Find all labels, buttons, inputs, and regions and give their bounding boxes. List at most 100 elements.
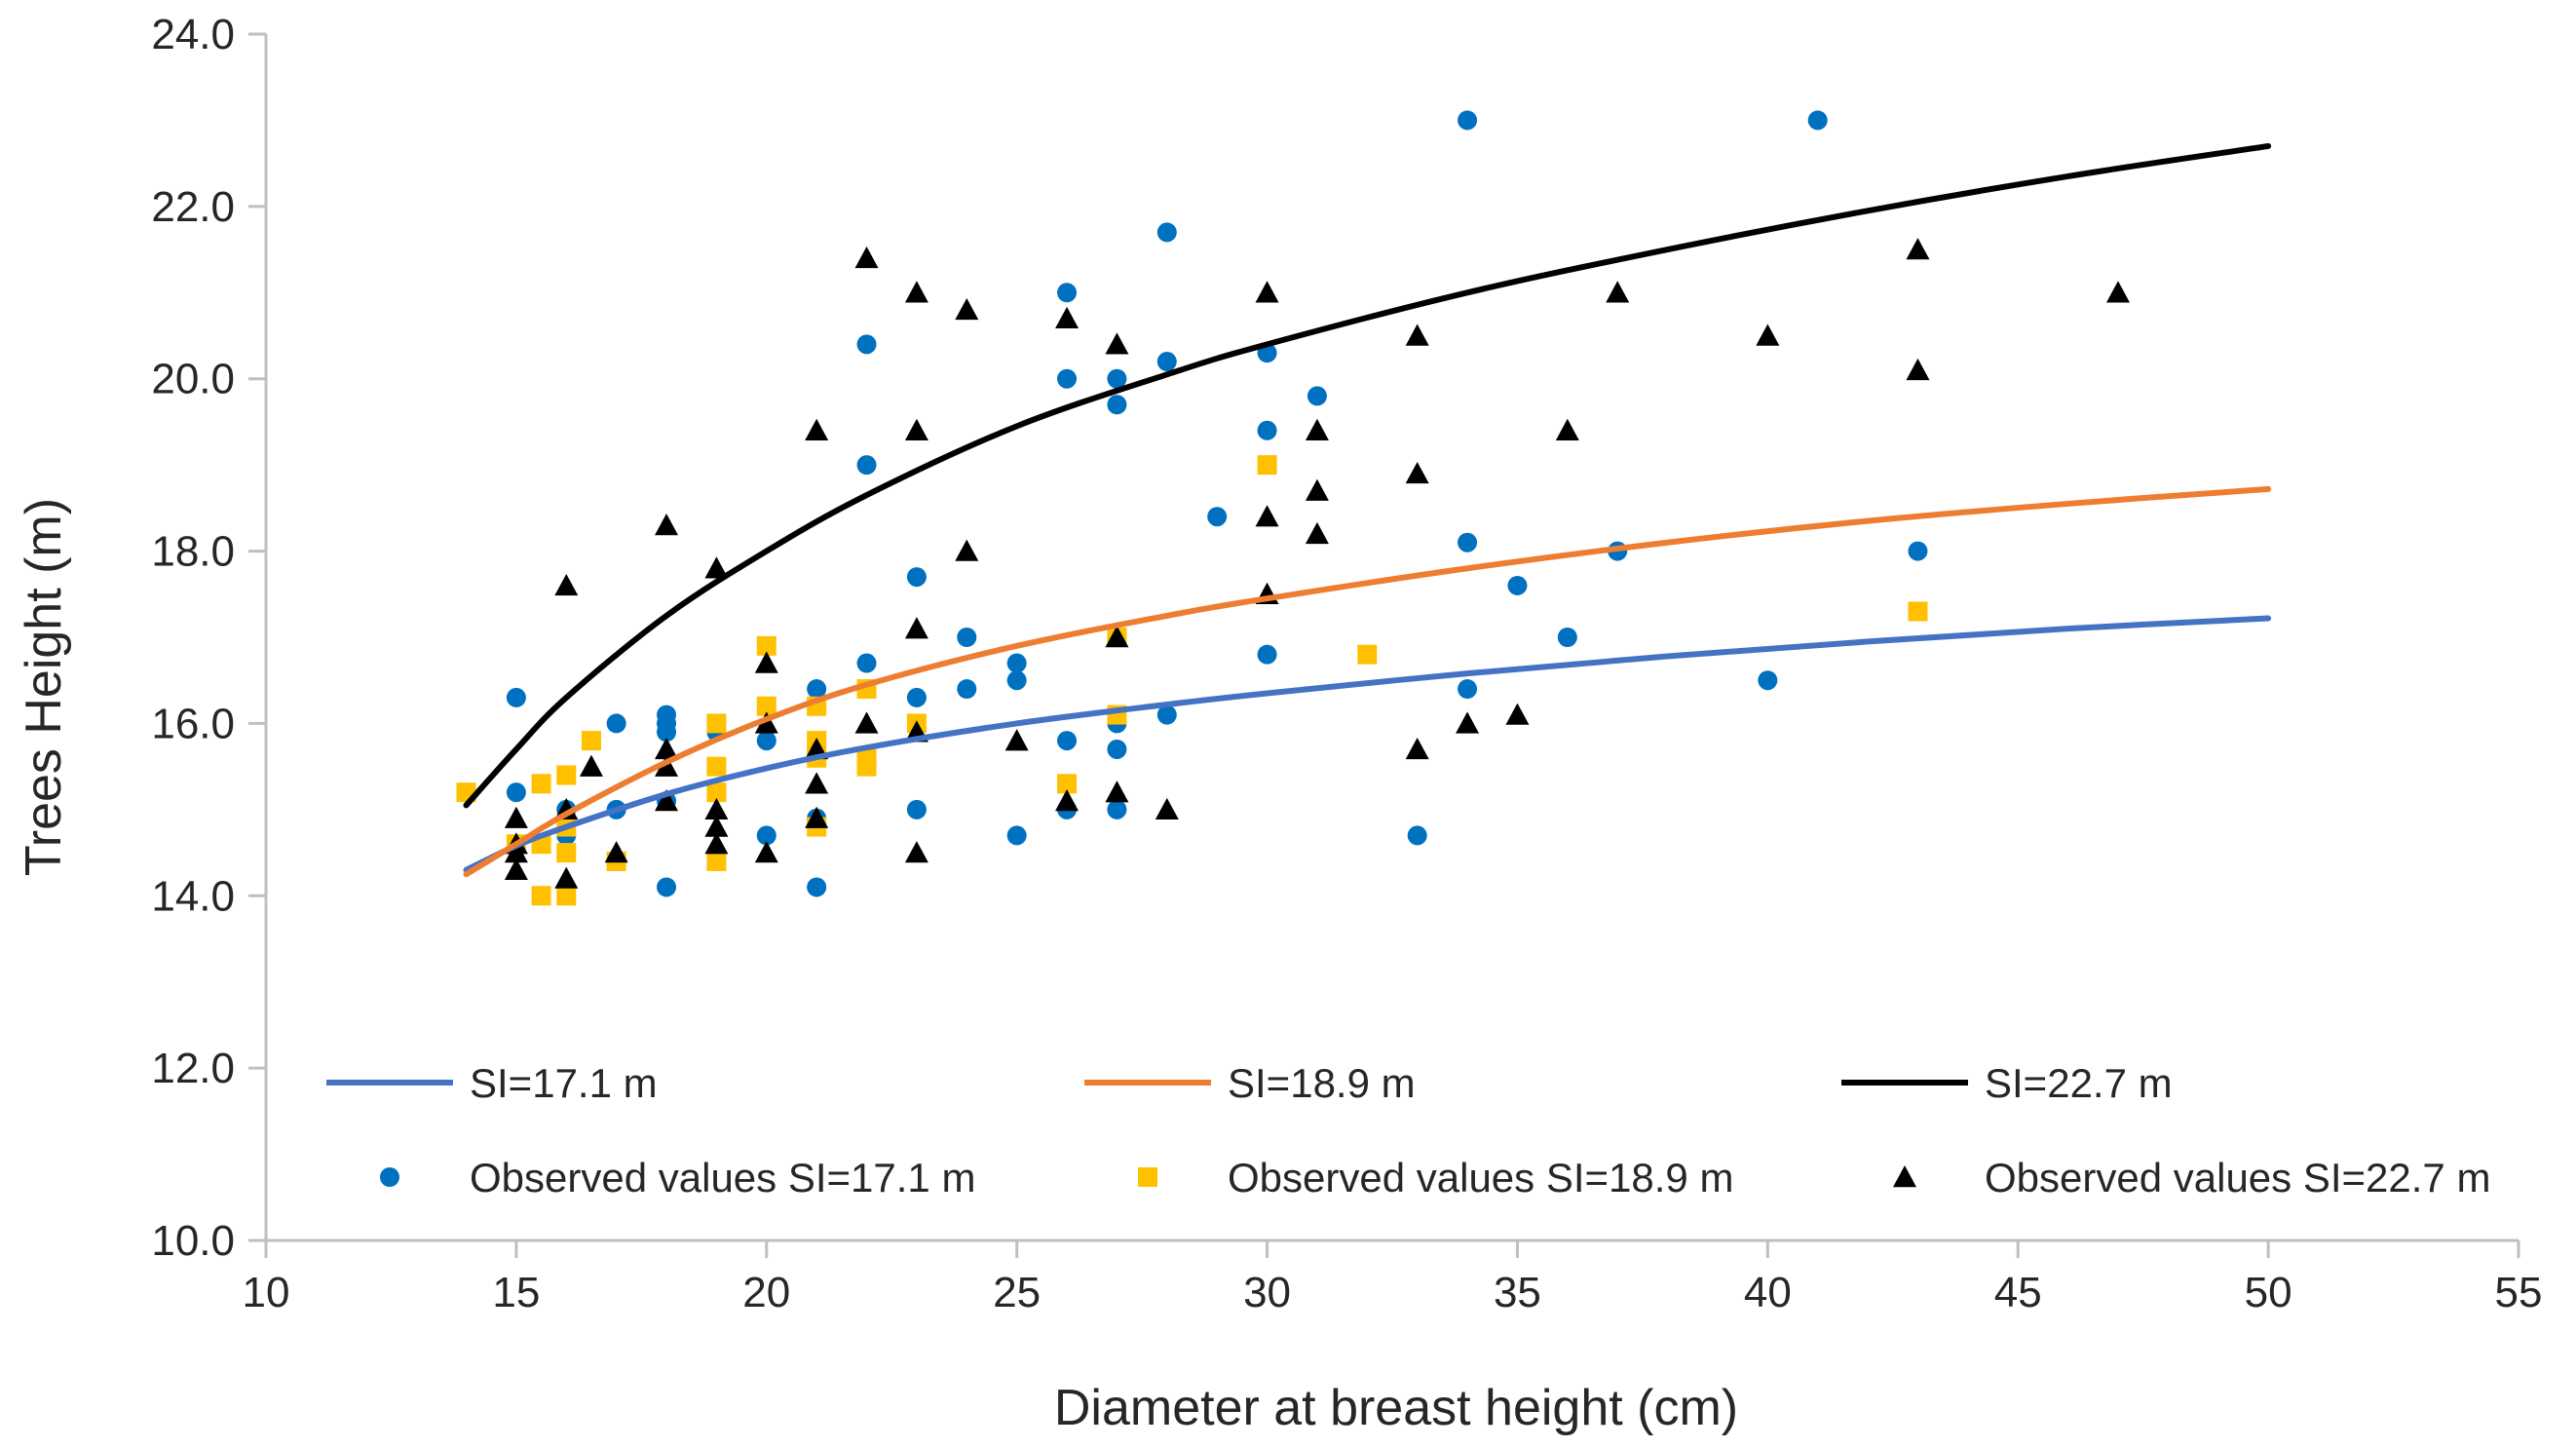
- observed-point-si-22-7: [579, 754, 603, 777]
- observed-point-si-22-7: [754, 841, 778, 863]
- observed-point-si-22-7: [1055, 306, 1080, 329]
- x-tick-label: 30: [1243, 1269, 1291, 1316]
- observed-point-si-18-9: [1357, 644, 1378, 665]
- observed-point-si-22-7: [854, 246, 879, 269]
- observed-point-si-22-7: [1105, 332, 1129, 355]
- observed-point-si-18-9: [706, 713, 727, 734]
- observed-point-si-22-7: [1055, 789, 1080, 812]
- observed-point-si-22-7: [655, 754, 679, 777]
- observed-point-si-18-9: [556, 843, 577, 863]
- x-tick-label: 50: [2245, 1269, 2292, 1316]
- observed-point-si-18-9: [556, 765, 577, 785]
- observed-point-si-18-9: [856, 756, 877, 777]
- observed-point-si-22-7: [554, 866, 579, 889]
- observed-point-si-17-1: [756, 825, 777, 846]
- legend-label: SI=17.1 m: [470, 1060, 658, 1106]
- observed-point-si-22-7: [604, 841, 628, 863]
- observed-point-si-22-7: [854, 711, 879, 734]
- y-tick-label: 16.0: [151, 700, 235, 747]
- observed-point-si-17-1: [807, 877, 827, 897]
- legend: SI=17.1 m SI=18.9 m SI=22.7 m Observed valu…: [326, 1060, 2490, 1200]
- observed-point-si-17-1: [906, 687, 927, 707]
- observed-point-si-17-1: [1107, 368, 1127, 389]
- observed-point-si-22-7: [1255, 281, 1279, 303]
- curve-si-18-9: [463, 485, 2272, 878]
- observed-point-si-18-9: [556, 886, 577, 906]
- observed-point-si-22-7: [1456, 711, 1480, 734]
- observed-point-si-22-7: [704, 797, 729, 820]
- y-tick-label: 20.0: [151, 356, 235, 403]
- observed-point-si-22-7: [1105, 781, 1129, 803]
- observed-point-si-17-1: [1908, 541, 1928, 561]
- observed-point-si-22-7: [1756, 324, 1780, 346]
- x-tick-label: 10: [243, 1269, 290, 1316]
- curve-si-17-1: [463, 615, 2272, 873]
- observed-point-si-17-1: [906, 799, 927, 819]
- observed-point-si-17-1: [1407, 825, 1427, 846]
- observed-point-si-22-7: [904, 841, 928, 863]
- observed-point-si-18-9: [756, 696, 777, 716]
- observed-point-si-22-7: [805, 418, 829, 440]
- observed-point-si-17-1: [1458, 110, 1478, 131]
- observed-point-si-17-1: [906, 567, 927, 588]
- observed-point-si-22-7: [704, 832, 729, 855]
- observed-point-si-17-1: [1156, 222, 1177, 243]
- observed-point-si-17-1: [1107, 799, 1127, 819]
- curve-si-22-7: [463, 142, 2272, 809]
- x-tick-label: 35: [1494, 1269, 1541, 1316]
- observed-point-si-17-1: [1156, 352, 1177, 372]
- observed-point-si-22-7: [754, 711, 778, 734]
- observed-point-si-22-7: [1305, 418, 1329, 440]
- observed-point-si-18-9: [581, 731, 601, 751]
- legend-label: Observed values SI=17.1 m: [470, 1155, 975, 1200]
- observed-point-si-17-1: [1006, 670, 1027, 691]
- observed-point-si-17-1: [506, 782, 526, 803]
- observed-point-si-17-1: [1057, 283, 1078, 303]
- observed-point-si-17-1: [807, 679, 827, 700]
- x-tick-label: 25: [993, 1269, 1041, 1316]
- observed-point-si-17-1: [856, 334, 877, 355]
- observed-point-si-17-1: [1257, 420, 1277, 440]
- observed-point-si-22-7: [1606, 281, 1630, 303]
- observed-point-si-22-7: [504, 857, 528, 880]
- observed-point-si-22-7: [1906, 238, 1930, 260]
- observed-point-si-22-7: [1906, 358, 1930, 381]
- observed-point-si-22-7: [504, 806, 528, 828]
- observed-point-si-18-9: [706, 756, 727, 777]
- observed-point-si-18-9: [531, 774, 551, 794]
- observed-point-si-18-9: [706, 851, 727, 871]
- observed-point-si-17-1: [1557, 628, 1577, 647]
- x-tick-label: 55: [2495, 1269, 2543, 1316]
- x-tick-label: 15: [492, 1269, 540, 1316]
- observed-point-si-18-9: [531, 886, 551, 906]
- observed-point-si-22-7: [1255, 505, 1279, 527]
- observed-point-si-22-7: [1305, 521, 1329, 545]
- x-tick-label: 20: [742, 1269, 790, 1316]
- observed-point-si-17-1: [606, 713, 626, 734]
- y-tick-label: 18.0: [151, 528, 235, 576]
- observed-point-si-17-1: [1507, 575, 1528, 595]
- observed-point-si-22-7: [1405, 324, 1429, 346]
- observed-point-si-22-7: [655, 737, 679, 760]
- observed-point-si-22-7: [904, 418, 928, 440]
- observed-point-si-22-7: [1405, 461, 1429, 484]
- plot-area: 10.0 12.0 14.0 16.0 18.0 20.0 22.0 24.0 10 15 20 25…: [151, 11, 2542, 1316]
- observed-point-si-22-7: [554, 573, 579, 596]
- observed-point-si-17-1: [1006, 825, 1027, 846]
- observed-point-si-18-9: [1057, 774, 1078, 794]
- legend-label: Observed values SI=22.7 m: [1985, 1155, 2490, 1200]
- observed-point-si-22-7: [704, 556, 729, 579]
- observed-point-si-22-7: [805, 806, 829, 828]
- observed-point-si-18-9: [1908, 601, 1928, 622]
- observed-point-si-17-1: [1758, 670, 1778, 691]
- observed-point-si-18-9: [756, 635, 777, 656]
- observed-point-si-17-1: [1207, 507, 1228, 527]
- observed-point-si-17-1: [1057, 368, 1078, 389]
- observed-point-si-17-1: [856, 653, 877, 673]
- observed-point-si-17-1: [957, 628, 977, 647]
- legend-label: SI=18.9 m: [1228, 1060, 1416, 1106]
- observed-point-si-17-1: [1307, 386, 1327, 406]
- observed-point-si-22-7: [655, 514, 679, 536]
